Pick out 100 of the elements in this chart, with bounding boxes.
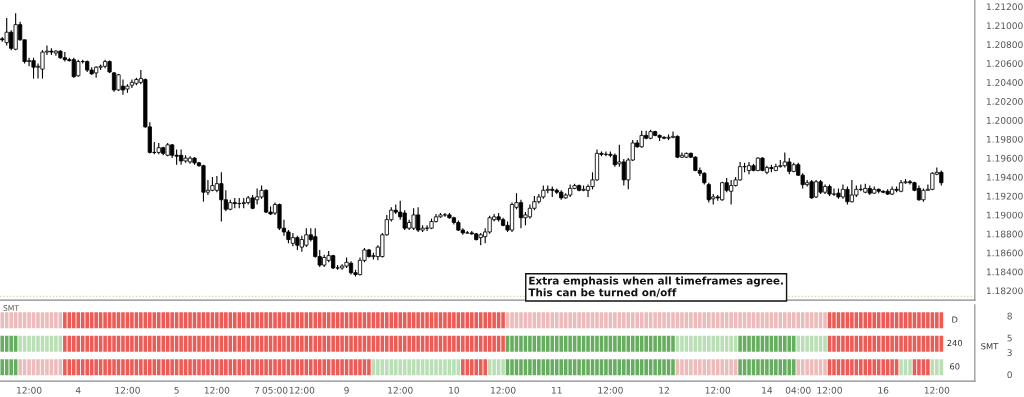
bar	[188, 335, 192, 352]
bar	[698, 312, 702, 329]
bar	[179, 312, 183, 329]
bar	[492, 312, 496, 329]
bar	[385, 312, 389, 329]
bar	[528, 359, 532, 376]
bar	[662, 312, 666, 329]
candlestick	[31, 57, 36, 80]
bar	[367, 335, 371, 352]
bar	[765, 335, 769, 352]
bar	[715, 335, 720, 352]
bar	[443, 312, 447, 329]
bar	[197, 335, 201, 352]
y-tick-label: 1.19400	[986, 173, 1023, 181]
bar	[791, 359, 796, 376]
bar	[787, 312, 792, 329]
bar	[935, 312, 939, 329]
bar	[720, 335, 724, 352]
bar	[130, 312, 134, 329]
bar	[662, 359, 666, 376]
bar	[550, 312, 555, 329]
bar	[18, 359, 22, 376]
bar	[232, 359, 237, 376]
bar	[626, 359, 631, 376]
bar	[255, 359, 259, 376]
bar	[121, 312, 125, 329]
bar	[300, 359, 304, 376]
bar	[537, 359, 541, 376]
bar	[832, 359, 836, 376]
bar	[595, 359, 599, 376]
bar	[872, 312, 877, 329]
bar	[425, 359, 429, 376]
y-axis-title: SMT	[981, 343, 999, 350]
bar	[890, 312, 894, 329]
bar	[76, 312, 81, 329]
bar	[774, 335, 778, 352]
bar	[622, 312, 626, 329]
bar	[416, 312, 420, 329]
bar	[899, 312, 903, 329]
bar	[322, 335, 326, 352]
bar	[273, 335, 277, 352]
bar	[823, 312, 827, 329]
bar	[662, 335, 666, 352]
bar	[501, 335, 505, 352]
bar	[469, 359, 474, 376]
bar	[635, 335, 640, 352]
bar	[478, 312, 483, 329]
y-tick-label: 1.19800	[986, 135, 1023, 143]
y-tick-label: 3	[1007, 349, 1012, 357]
bar	[635, 312, 640, 329]
x-tick-label: 5	[174, 386, 179, 394]
y-tick-label: 1.19600	[986, 154, 1023, 162]
bar	[680, 312, 684, 329]
bar	[331, 359, 335, 376]
bar	[291, 335, 295, 352]
bar	[483, 335, 487, 352]
bar	[148, 335, 152, 352]
bar	[550, 359, 555, 376]
bar	[358, 312, 362, 329]
y-tick-label: 5	[1007, 334, 1012, 342]
candlestick	[40, 49, 45, 80]
bar	[103, 359, 107, 376]
bar	[622, 335, 626, 352]
bar	[94, 335, 98, 352]
bar	[586, 335, 590, 352]
bar	[711, 312, 716, 329]
bar	[805, 335, 809, 352]
bar	[246, 335, 250, 352]
bar	[398, 312, 403, 329]
bar	[407, 312, 411, 329]
bar	[309, 312, 313, 329]
bar	[317, 359, 322, 376]
bar	[689, 312, 693, 329]
bar	[595, 312, 599, 329]
bar	[389, 312, 394, 329]
bar	[805, 312, 809, 329]
candlestick	[831, 187, 837, 197]
bar	[340, 312, 344, 329]
y-tick-label: 1.20800	[986, 41, 1023, 49]
y-tick-label: 1.18400	[986, 268, 1023, 276]
bar	[349, 335, 353, 352]
bar	[179, 359, 183, 376]
bar	[814, 335, 818, 352]
candlestick	[411, 207, 416, 231]
bar	[881, 312, 885, 329]
bar	[706, 359, 711, 376]
bar	[908, 335, 912, 352]
bar	[671, 335, 675, 352]
bar	[738, 312, 742, 329]
bar	[27, 312, 31, 329]
bar	[0, 312, 5, 329]
bar	[54, 312, 58, 329]
bar	[706, 335, 711, 352]
bar	[80, 335, 85, 352]
bar	[385, 359, 389, 376]
bar	[255, 312, 259, 329]
bar	[139, 312, 143, 329]
bar	[407, 335, 411, 352]
bar	[787, 359, 792, 376]
bar	[841, 335, 845, 352]
